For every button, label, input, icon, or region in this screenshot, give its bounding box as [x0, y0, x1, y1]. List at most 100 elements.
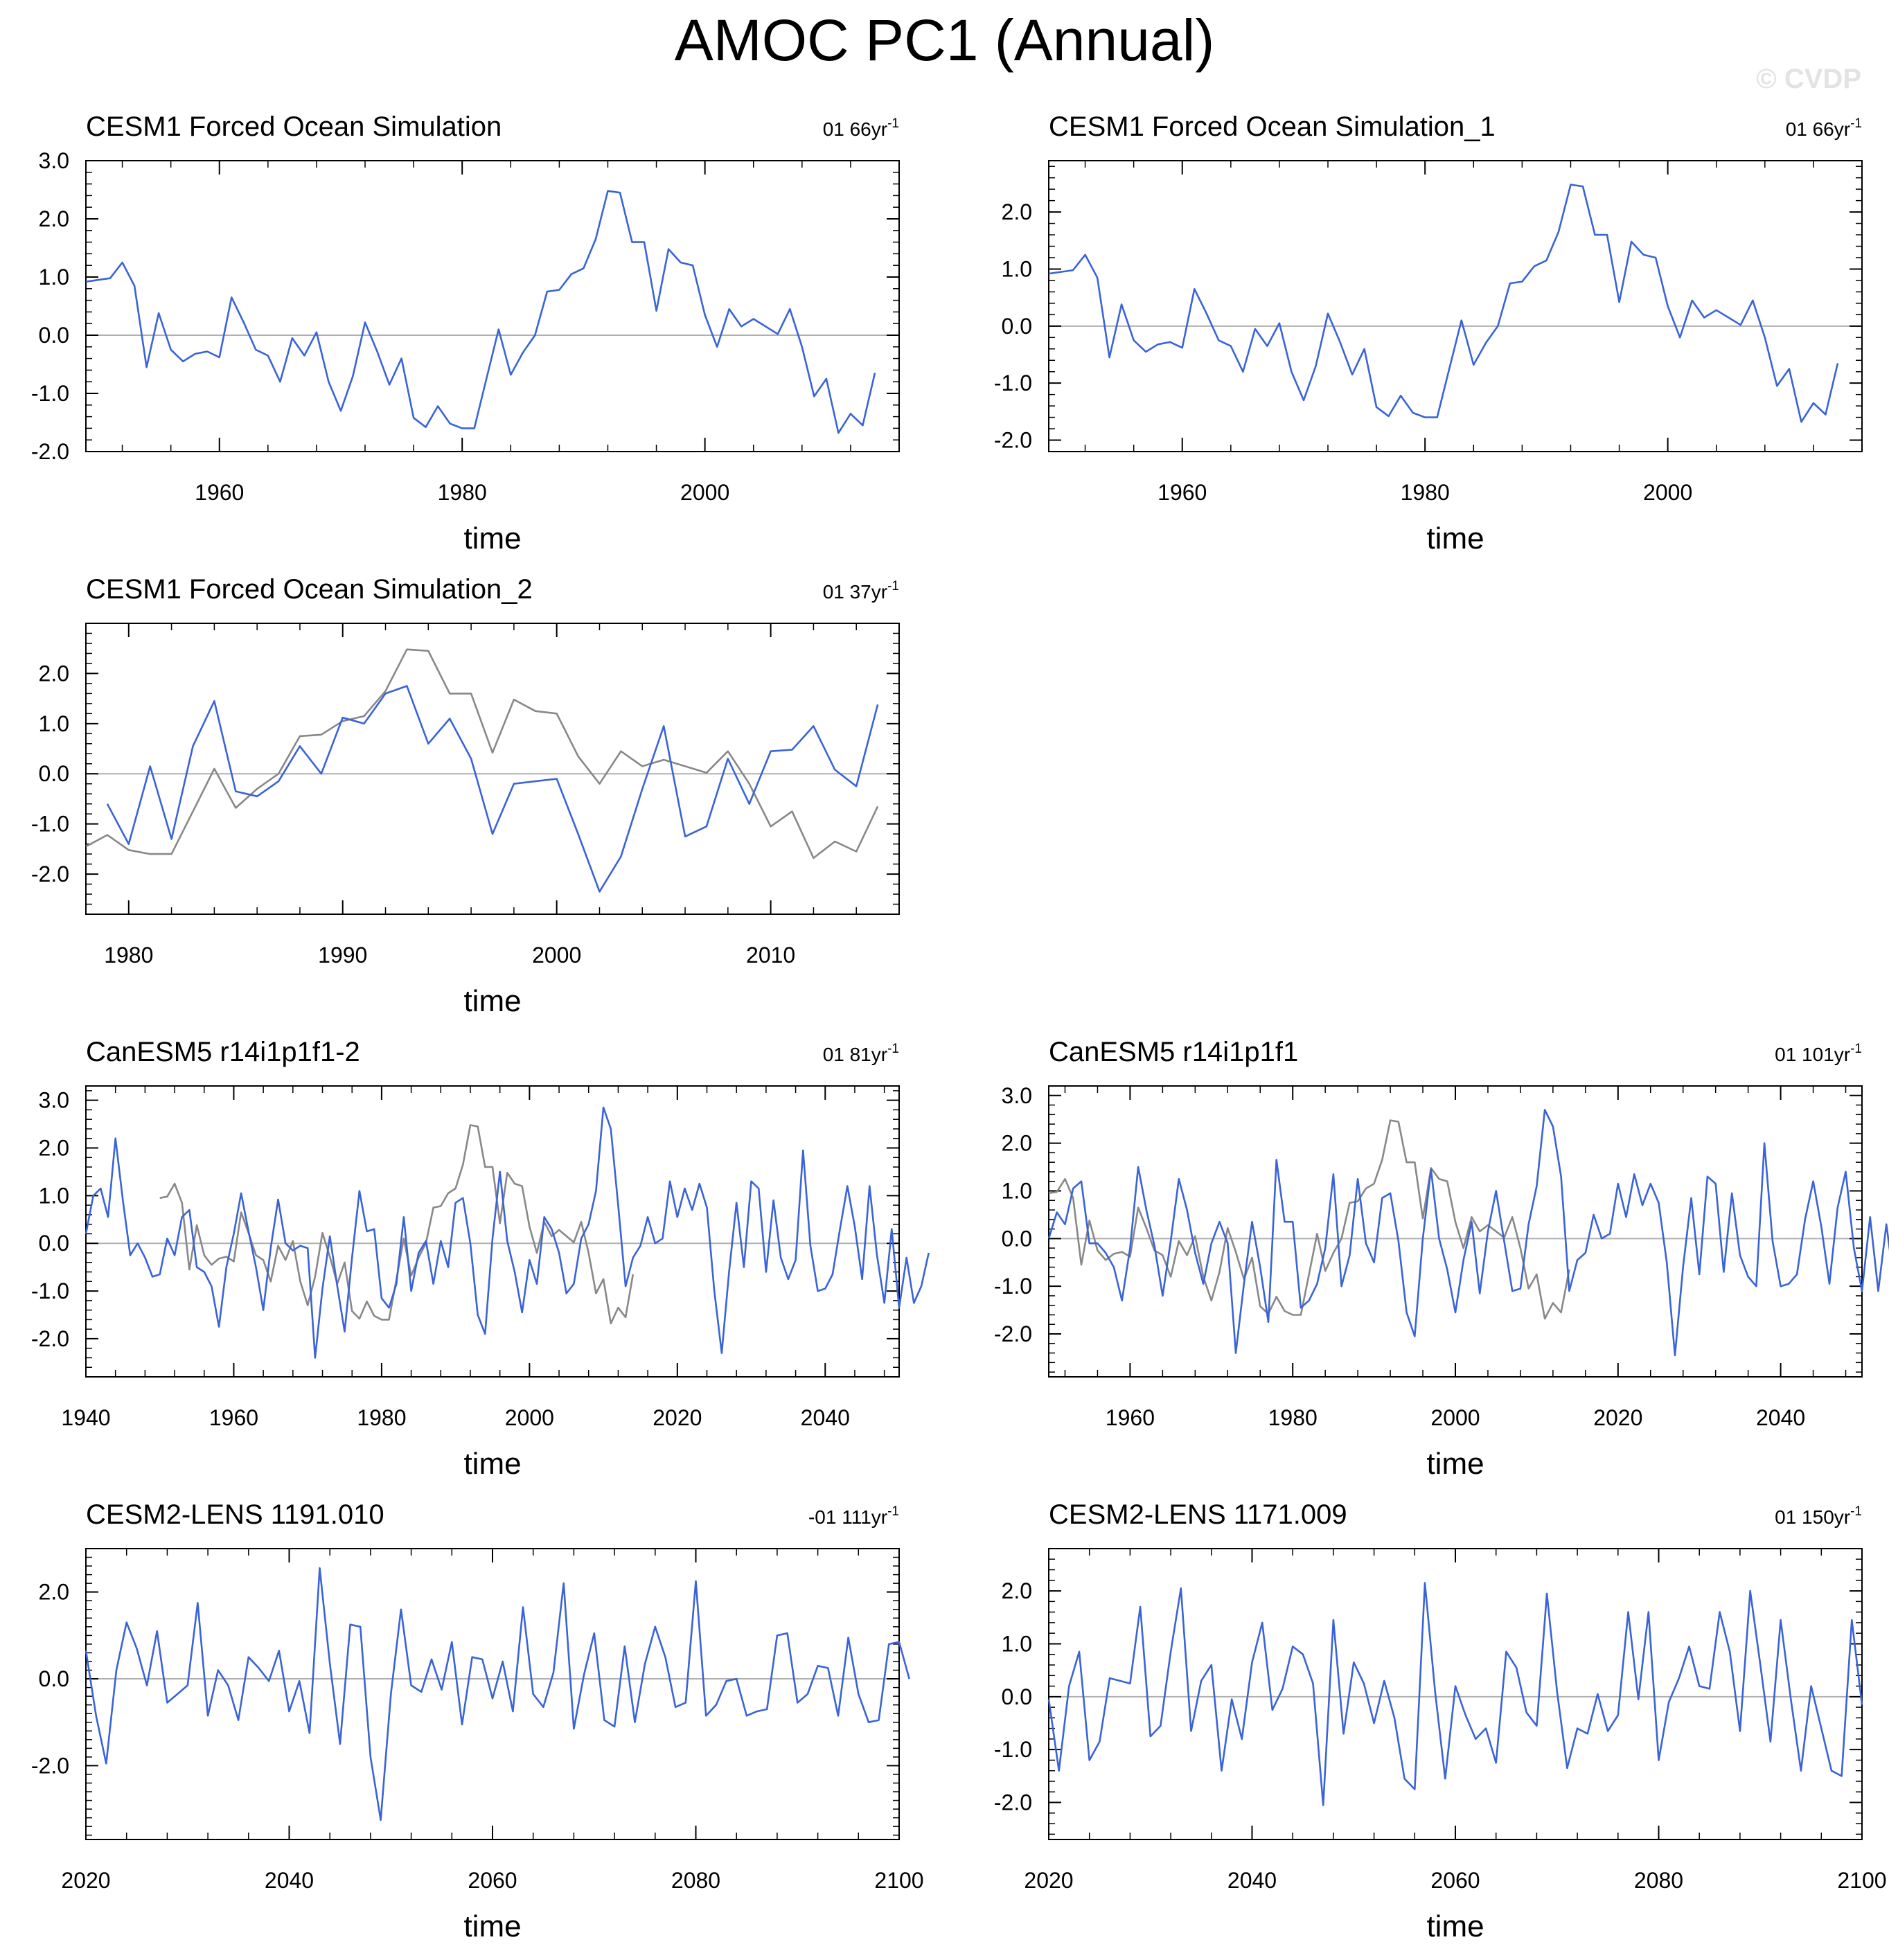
y-tick-label: 0.0	[1002, 314, 1032, 339]
x-tick-label: 1960	[209, 1405, 258, 1430]
x-tick-label: 1960	[1106, 1405, 1155, 1430]
y-tick-label: 1.0	[39, 265, 69, 289]
y-tick-label: -1.0	[31, 812, 69, 837]
watermark: © CVDP	[1756, 64, 1861, 94]
y-tick-label: -2.0	[31, 1326, 69, 1351]
x-tick-label: 2080	[671, 1868, 720, 1893]
y-tick-label: 1.0	[1002, 1631, 1032, 1656]
model-series-line	[85, 1106, 930, 1359]
chart-panel: -2.0 -1.0 0.0 1.0 2.0 1960 1980 2000 time CESM1 F…	[994, 112, 1863, 555]
plot-frame	[1048, 1085, 1863, 1378]
observed-series-line	[159, 1124, 635, 1325]
y-tick-label: 1.0	[39, 1183, 69, 1208]
trend-label: 01 37yr-1	[823, 579, 899, 603]
y-tick-label: 2.0	[39, 1136, 69, 1161]
x-tick-label: 1960	[195, 480, 244, 505]
x-axis-label: time	[1426, 1447, 1484, 1481]
model-series-line	[1048, 184, 1839, 423]
panel-title: CESM1 Forced Ocean Simulation_2	[86, 574, 533, 605]
y-tick-label: 0.0	[39, 1231, 69, 1256]
trend-label: 01 150yr-1	[1775, 1504, 1862, 1528]
model-series-line	[1047, 1582, 1863, 1806]
x-tick-label: 1980	[438, 480, 487, 505]
y-tick-label: 2.0	[39, 661, 69, 686]
model-series-line	[85, 1567, 910, 1821]
x-tick-label: 2000	[1430, 1405, 1480, 1430]
y-tick-label: -2.0	[31, 1753, 69, 1778]
x-tick-label: 1990	[318, 943, 367, 968]
plot-frame	[1048, 160, 1863, 452]
panel-title: CanESM5 r14i1p1f1	[1049, 1037, 1298, 1067]
y-tick-label: 1.0	[39, 711, 69, 736]
x-axis-label: time	[463, 522, 521, 555]
y-tick-label: 3.0	[1002, 1083, 1032, 1108]
y-tick-label: -2.0	[994, 1321, 1032, 1346]
y-tick-label: 2.0	[39, 206, 69, 231]
x-tick-label: 2080	[1634, 1868, 1683, 1893]
x-tick-label: 1940	[61, 1405, 110, 1430]
y-tick-label: 2.0	[1002, 199, 1032, 224]
chart-panel: -2.0 -1.0 0.0 1.0 2.0 3.0 1960 1980 2000 time CESM…	[31, 112, 900, 555]
chart-panel: -2.0 0.0 2.0 2020 2040 2060 2080 2100 time CESM2-…	[31, 1499, 924, 1943]
x-axis-label: time	[463, 984, 521, 1018]
panel-title: CESM1 Forced Ocean Simulation	[86, 112, 502, 142]
x-tick-label: 2020	[61, 1868, 110, 1893]
x-axis-label: time	[1426, 522, 1484, 555]
y-tick-label: 0.0	[1002, 1226, 1032, 1251]
panel-title: CESM2-LENS 1171.009	[1049, 1499, 1347, 1530]
x-tick-label: 2100	[1837, 1868, 1886, 1893]
x-tick-label: 1980	[104, 943, 153, 968]
model-series-line	[85, 190, 876, 434]
x-tick-label: 2020	[1024, 1868, 1073, 1893]
panel-title: CanESM5 r14i1p1f1-2	[86, 1037, 360, 1067]
x-tick-label: 2060	[1430, 1868, 1480, 1893]
y-tick-label: 2.0	[1002, 1578, 1032, 1603]
y-tick-label: 0.0	[39, 761, 69, 786]
y-tick-label: -1.0	[31, 1279, 69, 1303]
panel-title: CESM1 Forced Ocean Simulation_1	[1049, 112, 1496, 142]
plot-frame	[85, 623, 900, 915]
model-series-line	[1047, 1109, 1889, 1357]
y-tick-label: -2.0	[994, 1790, 1032, 1815]
y-tick-label: -2.0	[31, 439, 69, 464]
x-tick-label: 2000	[505, 1405, 554, 1430]
x-tick-label: 2000	[680, 480, 729, 505]
main-title: AMOC PC1 (Annual)	[674, 8, 1215, 73]
y-tick-label: 1.0	[1002, 256, 1032, 281]
y-tick-label: -1.0	[31, 381, 69, 406]
trend-label: -01 111yr-1	[808, 1504, 899, 1528]
y-tick-label: -2.0	[31, 862, 69, 887]
y-tick-label: -1.0	[994, 1274, 1032, 1299]
panel-title: CESM2-LENS 1191.010	[86, 1499, 384, 1530]
x-axis-label: time	[463, 1447, 521, 1481]
y-tick-label: 2.0	[39, 1580, 69, 1605]
x-tick-label: 2100	[874, 1868, 923, 1893]
y-tick-label: -1.0	[994, 1737, 1032, 1762]
trend-label: 01 81yr-1	[823, 1042, 899, 1065]
y-tick-label: 0.0	[39, 323, 69, 348]
x-tick-label: 2020	[1593, 1405, 1642, 1430]
y-tick-label: 3.0	[39, 148, 69, 173]
chart-panel: -2.0 -1.0 0.0 1.0 2.0 3.0 1960 1980 2000 2020 2040…	[994, 1037, 1889, 1481]
x-tick-label: 1980	[1268, 1405, 1318, 1430]
x-tick-label: 2000	[1643, 480, 1692, 505]
x-axis-label: time	[1426, 1909, 1484, 1943]
x-tick-label: 2040	[265, 1868, 314, 1893]
x-tick-label: 2040	[801, 1405, 850, 1430]
chart-panel: -2.0 -1.0 0.0 1.0 2.0 1980 1990 2000 2010 time CES…	[31, 574, 900, 1018]
x-tick-label: 1980	[1401, 480, 1450, 505]
y-tick-label: 0.0	[1002, 1684, 1032, 1709]
x-tick-label: 2020	[653, 1405, 702, 1430]
x-tick-label: 2040	[1756, 1405, 1805, 1430]
x-tick-label: 1960	[1158, 480, 1207, 505]
plot-frame	[85, 1548, 900, 1840]
trend-label: 01 66yr-1	[823, 116, 899, 140]
chart-panel: -2.0 -1.0 0.0 1.0 2.0 2020 2040 2060 2080 2100 tim…	[994, 1499, 1887, 1943]
y-tick-label: -1.0	[994, 371, 1032, 395]
x-tick-label: 2000	[532, 943, 581, 968]
observed-series-line	[85, 648, 879, 859]
chart-panel: -2.0 -1.0 0.0 1.0 2.0 3.0 1940 1960 1980 2000 2020…	[31, 1037, 930, 1481]
plot-frame	[85, 160, 900, 452]
y-tick-label: -2.0	[994, 428, 1032, 453]
